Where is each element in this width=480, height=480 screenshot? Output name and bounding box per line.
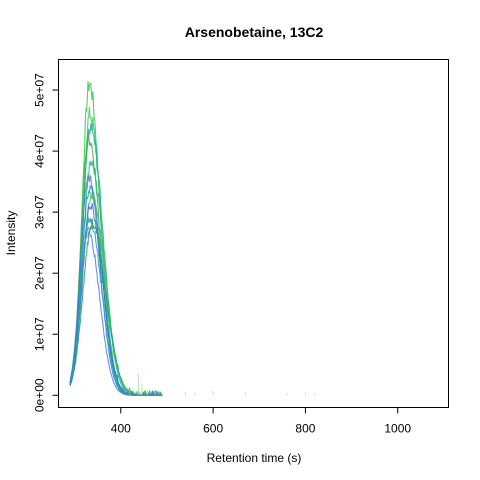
y-tick-label: 2e+07: [33, 256, 47, 290]
x-axis: 400 600 800 1000: [111, 407, 411, 436]
y-axis: 0e+00 1e+07 2e+07 3e+07 4e+07 5e+07: [33, 73, 59, 412]
y-axis-label: Intensity: [4, 211, 18, 256]
x-tick-label: 600: [203, 422, 223, 436]
x-tick-label: 800: [295, 422, 315, 436]
noise-layer: [129, 373, 316, 396]
x-tick-label: 400: [111, 422, 131, 436]
y-tick-label: 4e+07: [33, 134, 47, 168]
y-tick-label: 1e+07: [33, 317, 47, 351]
x-axis-label: Retention time (s): [207, 451, 302, 465]
series-layer: [69, 80, 163, 397]
chart-title: Arsenobetaine, 13C2: [185, 24, 324, 40]
plot-frame: [58, 59, 449, 408]
x-tick-label: 1000: [384, 422, 411, 436]
y-tick-label: 0e+00: [33, 378, 47, 412]
y-tick-label: 3e+07: [33, 195, 47, 229]
series-line: [69, 226, 163, 396]
y-tick-label: 5e+07: [33, 73, 47, 107]
